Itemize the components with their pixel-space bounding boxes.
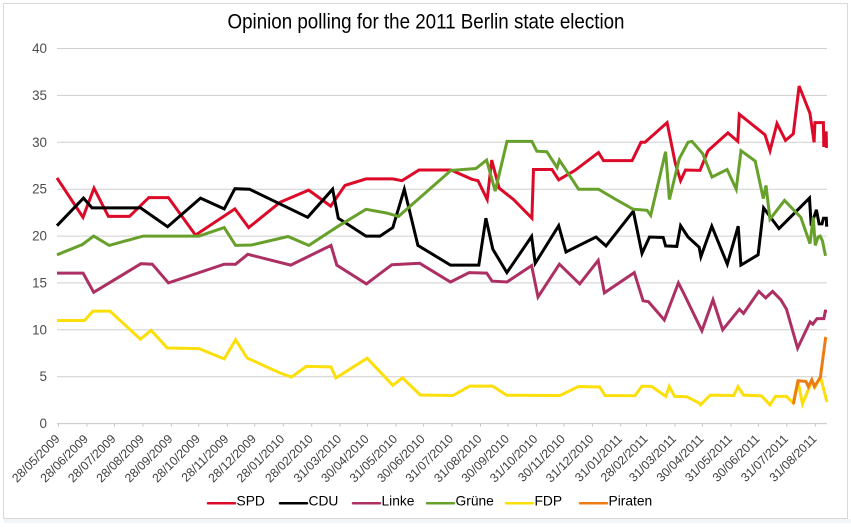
svg-text:Linke: Linke <box>382 494 415 509</box>
svg-text:FDP: FDP <box>535 494 563 509</box>
svg-text:Opinion polling for the 2011 B: Opinion polling for the 2011 Berlin stat… <box>228 11 625 34</box>
svg-text:SPD: SPD <box>237 494 265 509</box>
svg-text:Piraten: Piraten <box>609 494 653 509</box>
svg-text:20: 20 <box>32 229 47 244</box>
svg-text:30: 30 <box>32 135 47 150</box>
svg-text:40: 40 <box>32 41 47 56</box>
svg-text:0: 0 <box>40 416 47 431</box>
svg-text:15: 15 <box>32 275 47 290</box>
svg-text:35: 35 <box>32 88 47 103</box>
svg-text:5: 5 <box>40 369 47 384</box>
svg-text:25: 25 <box>32 182 47 197</box>
svg-text:10: 10 <box>32 322 47 337</box>
svg-text:Grüne: Grüne <box>456 494 495 509</box>
svg-text:CDU: CDU <box>309 494 339 509</box>
